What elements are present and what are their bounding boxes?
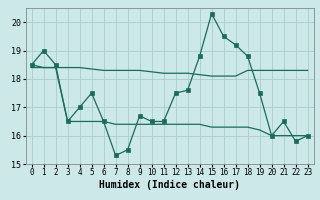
X-axis label: Humidex (Indice chaleur): Humidex (Indice chaleur) bbox=[99, 180, 240, 190]
